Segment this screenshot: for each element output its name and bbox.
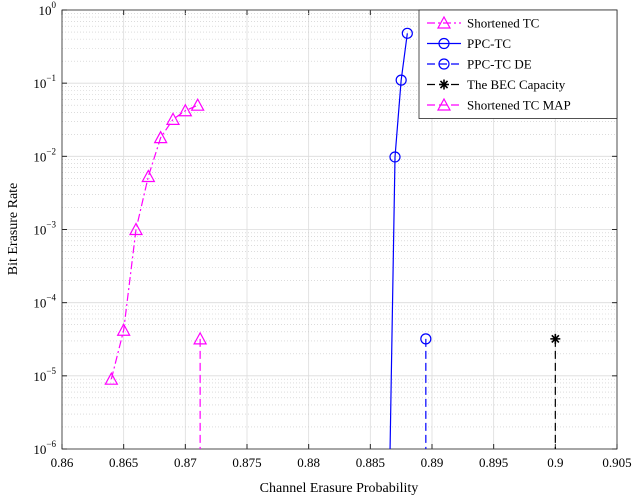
marker bbox=[395, 74, 407, 86]
y-tick-exponent: −3 bbox=[46, 220, 56, 230]
x-tick-label: 0.88 bbox=[297, 455, 320, 470]
y-tick-label: 10−3 bbox=[33, 220, 56, 238]
y-tick-label: 10−4 bbox=[33, 293, 56, 311]
legend-marker bbox=[438, 37, 450, 50]
legend-label: Shortened TC bbox=[467, 16, 539, 31]
y-tick-exponent: −1 bbox=[46, 73, 56, 83]
x-tick-label: 0.9 bbox=[547, 455, 563, 470]
legend-label: PPC-TC bbox=[467, 36, 511, 51]
marker bbox=[420, 333, 432, 345]
y-tick-exponent: −4 bbox=[46, 293, 56, 303]
marker bbox=[178, 103, 193, 117]
series-line bbox=[110, 104, 198, 380]
y-tick-base: 10 bbox=[39, 3, 52, 18]
y-tick-base: 10 bbox=[33, 369, 46, 384]
marker bbox=[550, 333, 561, 344]
x-axis-label: Channel Erasure Probability bbox=[260, 481, 419, 496]
legend-label: Shortened TC MAP bbox=[467, 98, 571, 113]
y-tick-label: 10−1 bbox=[33, 73, 56, 91]
y-tick-base: 10 bbox=[33, 223, 46, 238]
y-tick-exponent: −6 bbox=[46, 439, 56, 449]
y-tick-label: 10−5 bbox=[33, 366, 56, 384]
plot-frame bbox=[61, 9, 618, 450]
marker bbox=[190, 97, 205, 111]
marker bbox=[116, 322, 131, 336]
marker bbox=[141, 169, 156, 183]
y-axis-label: Bit Erasure Rate bbox=[6, 183, 21, 276]
marker bbox=[128, 222, 144, 236]
legend-label: The BEC Capacity bbox=[467, 77, 566, 92]
x-tick-label: 0.905 bbox=[602, 455, 631, 470]
legend-marker bbox=[439, 79, 449, 90]
y-tick-exponent: −5 bbox=[46, 366, 56, 376]
marker bbox=[401, 27, 413, 39]
legend-label: PPC-TC DE bbox=[467, 57, 532, 72]
y-tick-exponent: −2 bbox=[46, 146, 56, 156]
y-tick-exponent: 0 bbox=[52, 0, 57, 10]
x-tick-label: 0.885 bbox=[356, 455, 385, 470]
x-tick-label: 0.895 bbox=[479, 455, 508, 470]
x-tick-label: 0.89 bbox=[421, 455, 444, 470]
marker bbox=[165, 112, 181, 125]
legend-marker bbox=[436, 97, 452, 111]
y-tick-base: 10 bbox=[33, 296, 46, 311]
y-tick-label: 10−6 bbox=[33, 439, 56, 457]
y-tick-label: 10−2 bbox=[33, 146, 56, 164]
x-tick-label: 0.87 bbox=[174, 455, 197, 470]
marker bbox=[153, 130, 168, 144]
y-tick-base: 10 bbox=[33, 76, 46, 91]
legend-marker bbox=[438, 58, 450, 70]
legend-marker bbox=[436, 15, 452, 29]
marker bbox=[389, 151, 401, 163]
marker bbox=[104, 371, 119, 385]
y-tick-base: 10 bbox=[33, 442, 46, 457]
x-tick-label: 0.865 bbox=[109, 455, 138, 470]
marker bbox=[193, 331, 208, 345]
x-tick-label: 0.875 bbox=[232, 455, 261, 470]
y-tick-base: 10 bbox=[33, 149, 46, 164]
series-line bbox=[389, 33, 408, 450]
x-tick-label: 0.86 bbox=[51, 455, 74, 470]
y-tick-label: 100 bbox=[39, 0, 57, 18]
